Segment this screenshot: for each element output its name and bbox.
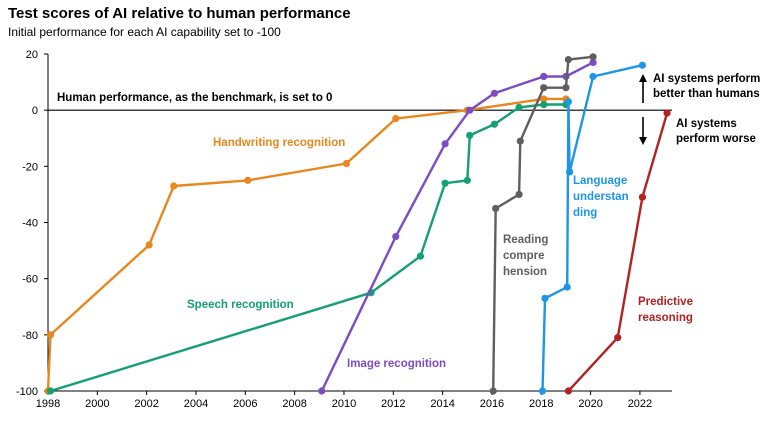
down-arrowhead-icon [639,137,647,145]
y-tick-label: 0 [32,105,38,117]
data-point-image-recognition [441,140,449,148]
y-tick-label: -20 [22,161,38,173]
series-line-reading-comprehension [492,55,594,392]
series-label-predictive-reasoning: Predictive [638,296,693,308]
x-tick-label: 2000 [85,398,109,410]
data-point-image-recognition [540,72,548,81]
data-point-reading-comprehension [562,84,570,92]
data-point-language-understanding [538,387,547,395]
x-tick-label: 1998 [36,398,60,410]
x-tick-label: 2014 [430,398,454,410]
series-line-image-recognition [320,61,594,392]
y-tick-label: -100 [16,386,38,398]
data-point-reading-comprehension [516,137,524,145]
data-point-speech-recognition [490,120,499,128]
data-point-speech-recognition [416,252,425,260]
data-point-speech-recognition [540,100,548,109]
data-point-speech-recognition [441,179,449,187]
annotation-better-than-humans: AI systems perform [653,73,760,85]
x-tick-label: 2022 [628,398,652,410]
x-tick-label: 2004 [184,398,208,410]
x-tick-label: 2012 [381,398,405,410]
data-point-image-recognition [392,232,400,241]
series-label-language-understanding: ding [573,207,597,219]
data-point-language-understanding [589,72,597,81]
x-tick-label: 2020 [578,398,602,410]
y-tick-label: -40 [22,218,38,230]
data-point-reading-comprehension [492,204,500,213]
data-point-predictive-reasoning [638,193,647,201]
series-label-speech-recognition: Speech recognition [187,299,294,311]
series-line-speech-recognition [50,103,566,393]
up-arrowhead-icon [639,74,647,82]
x-tick-label: 2010 [332,398,356,410]
data-point-reading-comprehension [589,53,597,61]
series-line-predictive-reasoning [567,112,669,392]
data-point-reading-comprehension [489,387,497,395]
y-tick-label: 20 [26,49,38,61]
data-point-handwriting-recognition [170,182,178,190]
chart-title: Test scores of AI relative to human perf… [8,5,351,22]
data-point-language-understanding [541,294,549,302]
series-line-handwriting-recognition [46,97,566,392]
baseline-annotation: Human performance, as the benchmark, is … [57,92,332,104]
data-point-handwriting-recognition [46,331,55,339]
data-point-handwriting-recognition [145,241,153,249]
data-point-handwriting-recognition [342,159,351,168]
data-point-handwriting-recognition [540,95,548,103]
x-tick-label: 2006 [233,398,257,410]
data-point-language-understanding [566,168,574,176]
series-label-language-understanding: Language [573,175,627,187]
series-label-language-understanding: understan [573,191,629,203]
data-point-reading-comprehension [515,190,523,199]
y-tick-label: -60 [22,274,38,286]
series-label-reading-comprehension: compre [503,250,545,262]
annotation-perform-worse: AI systems [676,118,737,130]
chart-subtitle: Initial performance for each AI capabili… [8,25,281,39]
data-point-language-understanding [638,61,647,69]
series-label-image-recognition: Image recognition [347,358,446,370]
data-point-image-recognition [318,387,326,395]
data-point-handwriting-recognition [392,114,400,123]
series-label-predictive-reasoning: reasoning [638,312,693,324]
data-point-predictive-reasoning [663,109,671,117]
data-point-predictive-reasoning [564,387,573,395]
data-point-language-understanding [564,98,573,106]
data-point-language-understanding [563,283,571,291]
data-point-image-recognition [589,58,597,67]
data-point-reading-comprehension [540,84,548,92]
data-point-handwriting-recognition [244,176,252,184]
data-point-speech-recognition [46,387,55,395]
x-tick-label: 2002 [134,398,158,410]
series-line-language-understanding [541,64,643,392]
series-label-handwriting-recognition: Handwriting recognition [213,137,345,149]
x-tick-label: 2008 [282,398,306,410]
x-tick-label: 2016 [480,398,504,410]
series-label-reading-comprehension: Reading [503,234,548,246]
data-point-reading-comprehension [564,56,573,64]
data-point-speech-recognition [515,103,523,111]
data-point-image-recognition [490,89,499,97]
data-point-speech-recognition [466,131,474,140]
series-label-reading-comprehension: hension [503,266,547,278]
annotation-better-than-humans: better than humans [653,88,760,100]
y-tick-label: -80 [22,330,38,342]
data-point-speech-recognition [463,176,471,184]
data-point-image-recognition [466,106,474,114]
annotation-perform-worse: perform worse [676,133,756,145]
x-tick-label: 2018 [529,398,553,410]
data-point-predictive-reasoning [614,334,622,342]
